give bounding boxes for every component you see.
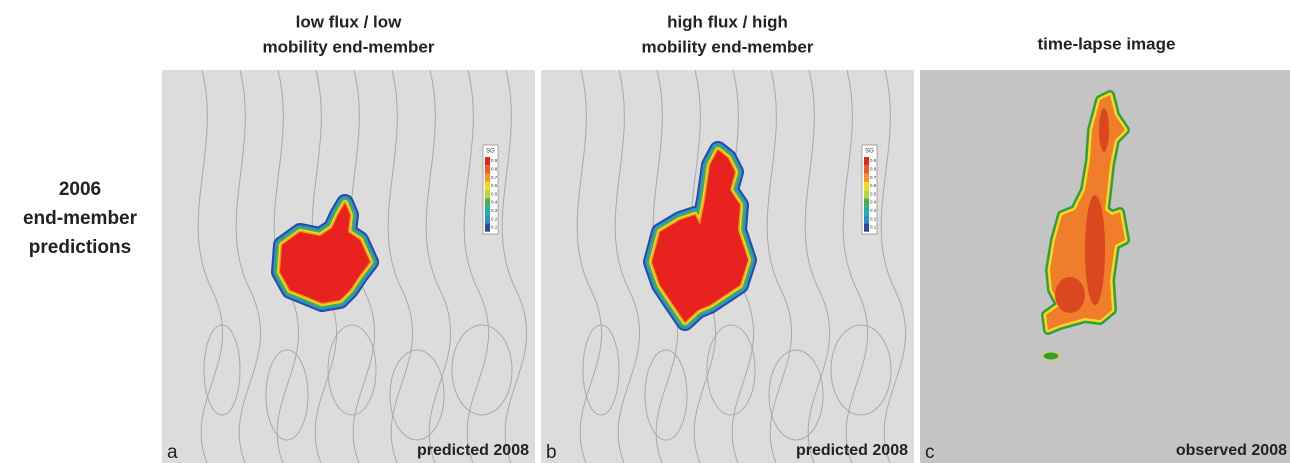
contour-line bbox=[389, 349, 445, 441]
legend-label: 0.1 bbox=[870, 225, 877, 230]
row-label: end-member bbox=[23, 208, 138, 229]
legend-swatch bbox=[864, 181, 869, 191]
legend-swatch bbox=[864, 190, 869, 199]
panel-title: mobility end-member bbox=[642, 37, 814, 56]
legend: SG 0.9 0.8 0.7 0.6 0.5 0.4 0.3 0.2 0.1 bbox=[482, 144, 499, 235]
panel bbox=[920, 70, 1290, 463]
row-label: predictions bbox=[29, 237, 131, 258]
legend-label: 0.5 bbox=[491, 191, 498, 196]
contour-line bbox=[197, 69, 224, 463]
panel-caption: predicted 2008 bbox=[796, 442, 908, 459]
legend: SG 0.9 0.8 0.7 0.6 0.5 0.4 0.3 0.2 0.1 bbox=[861, 144, 878, 235]
panel-title: low flux / low bbox=[296, 12, 403, 31]
contour-line bbox=[425, 69, 452, 463]
legend-label: 0.9 bbox=[870, 158, 877, 163]
plume-patch bbox=[1085, 195, 1105, 305]
contour-line bbox=[804, 69, 831, 463]
plume-patch bbox=[1042, 351, 1060, 361]
legend-swatch bbox=[864, 198, 869, 207]
legend-swatch bbox=[485, 157, 490, 166]
legend-label: 0.7 bbox=[870, 175, 877, 180]
legend-swatch bbox=[485, 198, 490, 207]
legend-label: 0.4 bbox=[491, 200, 498, 205]
plume-patch bbox=[1099, 108, 1109, 152]
contour-line bbox=[327, 324, 377, 416]
legend-swatch bbox=[485, 173, 490, 182]
legend-label: 0.8 bbox=[870, 166, 877, 171]
panel-letter: a bbox=[167, 442, 178, 463]
plume-core bbox=[280, 203, 370, 303]
contour-line bbox=[880, 69, 907, 463]
legend-label: 0.3 bbox=[491, 208, 498, 213]
legend-swatch bbox=[485, 215, 490, 224]
contour-line bbox=[265, 349, 309, 441]
panel: SG 0.9 0.8 0.7 0.6 0.5 0.4 0.3 0.2 0.1 bbox=[541, 69, 914, 463]
contour-line bbox=[501, 69, 528, 463]
legend-swatch bbox=[485, 165, 490, 174]
panel-title: mobility end-member bbox=[263, 37, 435, 56]
contour-line bbox=[706, 324, 756, 416]
legend-swatch bbox=[864, 206, 869, 216]
legend-swatch bbox=[864, 157, 869, 166]
legend-label: 0.2 bbox=[491, 216, 498, 221]
legend-label: 0.3 bbox=[870, 208, 877, 213]
legend-swatch bbox=[485, 181, 490, 191]
plume-patch bbox=[1055, 277, 1085, 313]
legend-label: 0.5 bbox=[870, 191, 877, 196]
panel-caption: observed 2008 bbox=[1176, 442, 1287, 459]
plume-core bbox=[1046, 95, 1125, 330]
contour-line bbox=[842, 69, 869, 463]
legend-label: 0.9 bbox=[491, 158, 498, 163]
panel-title: high flux / high bbox=[667, 12, 788, 31]
contour-line bbox=[576, 69, 603, 463]
contour-line bbox=[387, 69, 414, 463]
legend-swatch bbox=[864, 173, 869, 182]
legend-swatch bbox=[864, 165, 869, 174]
legend-label: 0.8 bbox=[491, 166, 498, 171]
legend-label: 0.6 bbox=[491, 183, 498, 188]
legend-label: 0.7 bbox=[491, 175, 498, 180]
contour-line bbox=[582, 324, 620, 416]
plume-core bbox=[652, 150, 748, 322]
contour-line bbox=[349, 69, 376, 463]
legend-swatch bbox=[864, 223, 869, 232]
contour-line bbox=[451, 324, 513, 416]
legend-swatch bbox=[864, 215, 869, 224]
legend-swatch bbox=[485, 223, 490, 232]
legend-swatch bbox=[485, 190, 490, 199]
legend-label: 0.4 bbox=[870, 200, 877, 205]
panel-letter: c bbox=[925, 442, 935, 463]
contour-line bbox=[766, 69, 793, 463]
panel: SG 0.9 0.8 0.7 0.6 0.5 0.4 0.3 0.2 0.1 bbox=[162, 69, 535, 463]
contour-line bbox=[203, 324, 241, 416]
legend-label: 0.1 bbox=[491, 225, 498, 230]
panel-title: time-lapse image bbox=[1038, 34, 1176, 53]
contour-line bbox=[463, 69, 490, 463]
legend-title: SG bbox=[486, 149, 495, 155]
panel-letter: b bbox=[546, 442, 557, 463]
contour-line bbox=[614, 69, 641, 463]
contour-line bbox=[830, 324, 892, 416]
contour-line bbox=[235, 69, 262, 463]
legend-swatch bbox=[485, 206, 490, 216]
legend-label: 0.6 bbox=[870, 183, 877, 188]
panel-caption: predicted 2008 bbox=[417, 442, 529, 459]
contour-line bbox=[644, 349, 688, 441]
contour-line bbox=[768, 349, 824, 441]
legend-label: 0.2 bbox=[870, 216, 877, 221]
row-label: 2006 bbox=[59, 179, 101, 200]
legend-title: SG bbox=[865, 149, 874, 155]
